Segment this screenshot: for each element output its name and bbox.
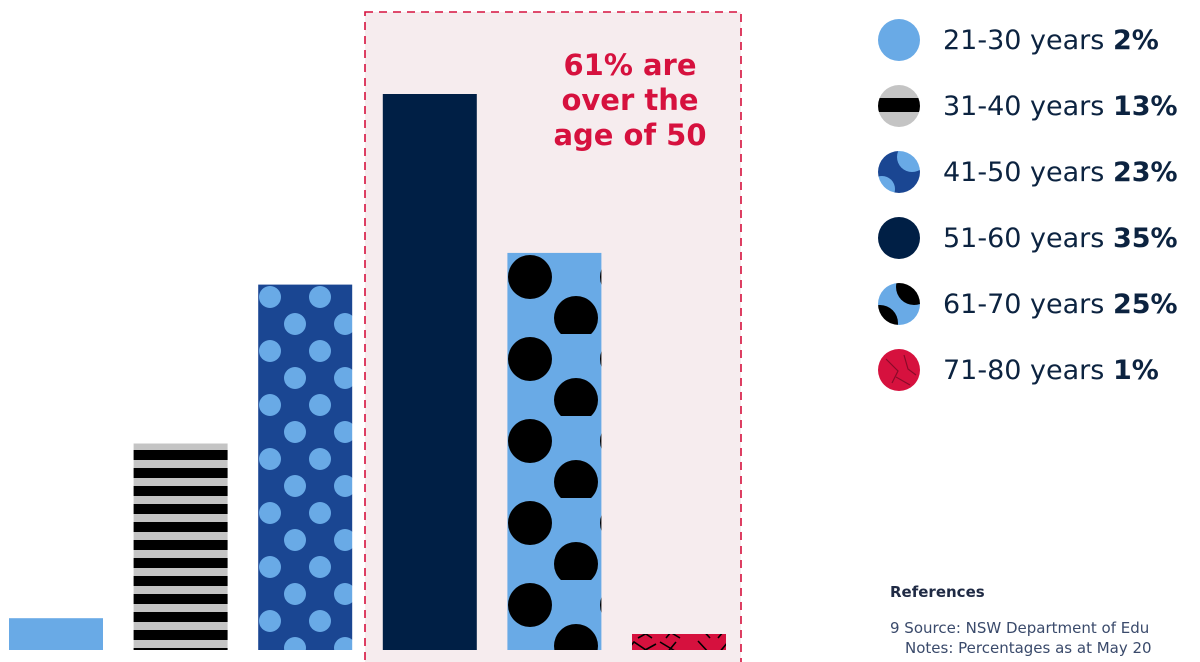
- legend-label: 41-50 years 23%: [943, 157, 1178, 188]
- references-heading: References: [890, 583, 985, 601]
- legend: 21-30 years 2% 31-40 years 13% 41-50 yea…: [878, 19, 1178, 416]
- legend-item-21-30: 21-30 years 2%: [878, 19, 1178, 61]
- legend-range: 61-70 years: [943, 288, 1105, 320]
- legend-label: 71-80 years 1%: [943, 355, 1159, 386]
- legend-value: 25%: [1112, 288, 1178, 320]
- legend-range: 51-60 years: [943, 222, 1105, 254]
- legend-label: 61-70 years 25%: [943, 289, 1178, 320]
- legend-value: 13%: [1112, 90, 1178, 122]
- bar-61-70-years: [507, 252, 602, 650]
- legend-value: 1%: [1112, 354, 1159, 386]
- legend-item-51-60: 51-60 years 35%: [878, 217, 1178, 259]
- reference-note: Notes: Percentages as at May 20: [905, 639, 1152, 657]
- reference-source: 9 Source: NSW Department of Edu: [890, 619, 1150, 637]
- legend-label: 21-30 years 2%: [943, 25, 1159, 56]
- legend-item-41-50: 41-50 years 23%: [878, 151, 1178, 193]
- legend-range: 21-30 years: [943, 24, 1105, 56]
- legend-item-31-40: 31-40 years 13%: [878, 85, 1178, 127]
- references-section: References 9 Source: NSW Department of E…: [890, 583, 1200, 658]
- dotted-blue-circle-icon: [878, 151, 920, 193]
- light-blue-circle-icon: [878, 19, 920, 61]
- dotted-light-blue-circle-icon: [878, 283, 920, 325]
- bar-21-30-years: [9, 618, 103, 650]
- navy-circle-icon: [878, 217, 920, 259]
- red-pattern-circle-icon: [878, 349, 920, 391]
- legend-range: 31-40 years: [943, 90, 1105, 122]
- bar-71-80-years: [632, 634, 726, 650]
- over-50-callout: 61% are over the age of 50: [553, 48, 707, 152]
- legend-range: 71-80 years: [943, 354, 1105, 386]
- bar-51-60-years: [382, 94, 477, 650]
- legend-label: 31-40 years 13%: [943, 91, 1178, 122]
- bar-41-50-years: [258, 284, 353, 650]
- bars-group: [9, 94, 726, 650]
- legend-item-71-80: 71-80 years 1%: [878, 349, 1178, 391]
- legend-value: 23%: [1112, 156, 1178, 188]
- legend-value: 2%: [1112, 24, 1159, 56]
- striped-circle-icon: [878, 85, 920, 127]
- bar-31-40-years: [133, 443, 228, 650]
- legend-item-61-70: 61-70 years 25%: [878, 283, 1178, 325]
- legend-label: 51-60 years 35%: [943, 223, 1178, 254]
- legend-range: 41-50 years: [943, 156, 1105, 188]
- legend-value: 35%: [1112, 222, 1178, 254]
